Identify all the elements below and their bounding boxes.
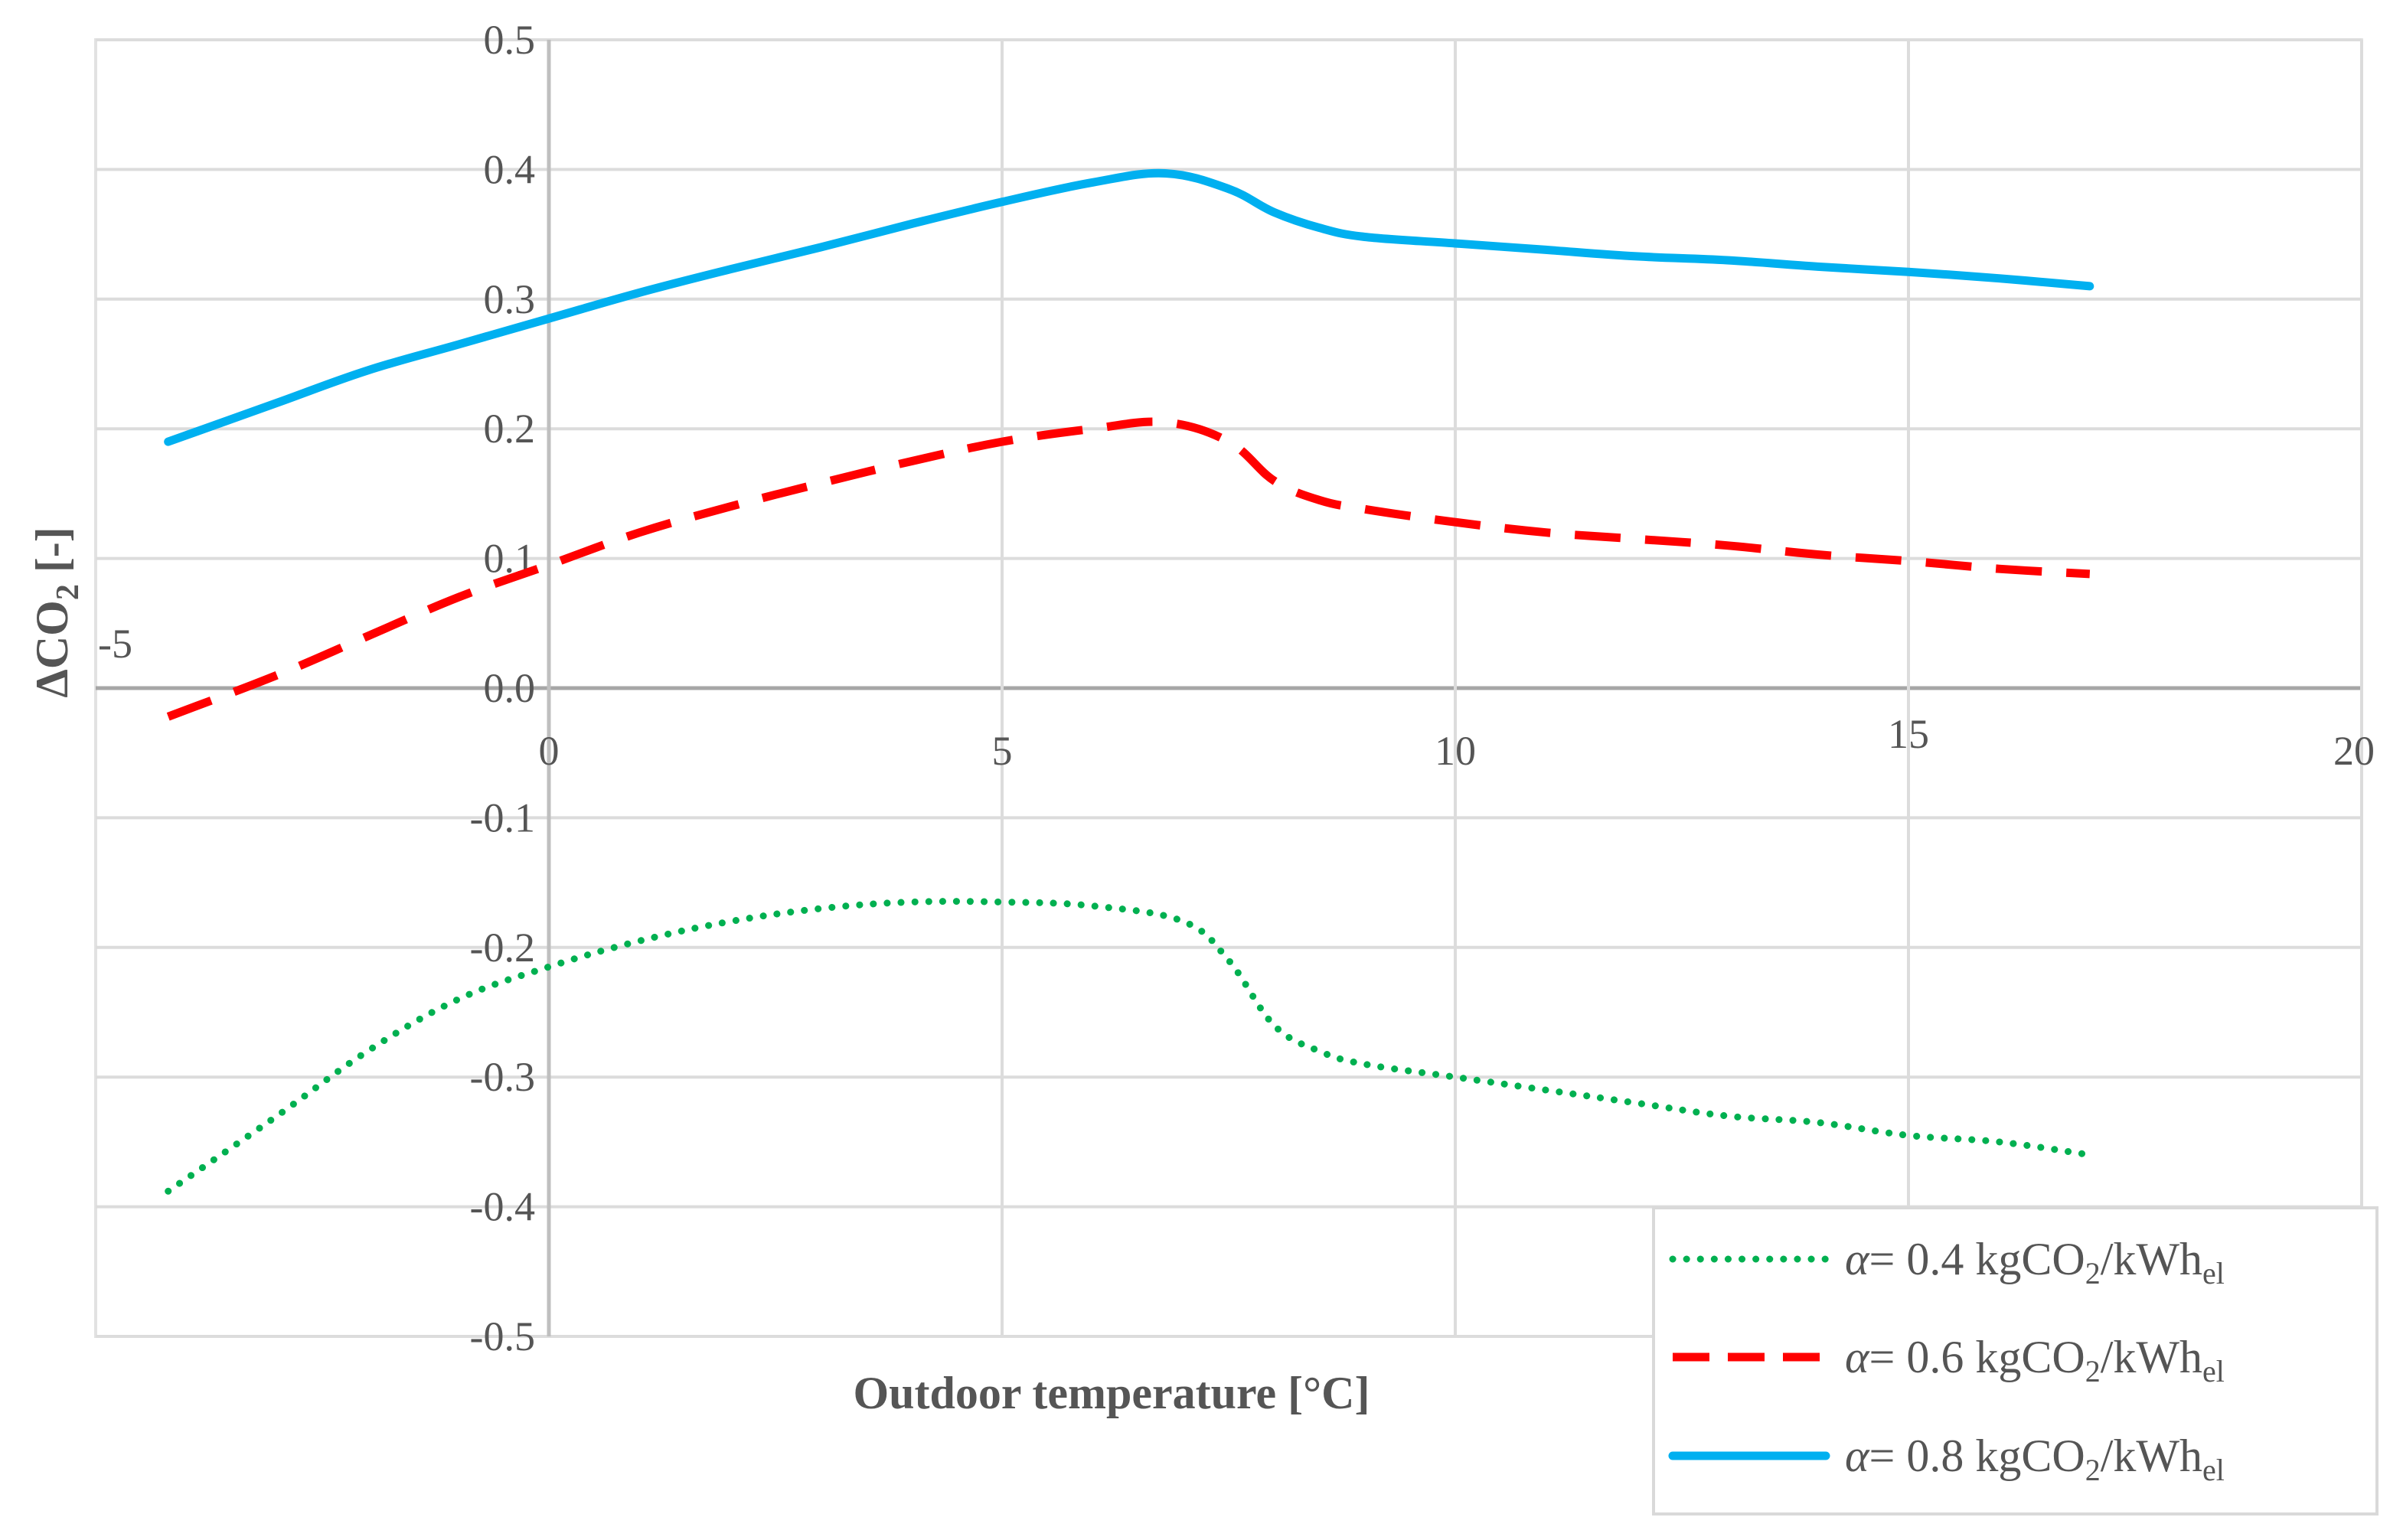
x-tick-label-0: -5 xyxy=(98,621,132,667)
y-tick-label-5: 0.0 xyxy=(484,665,536,711)
legend-unit-1: /kWh xyxy=(2101,1234,2202,1284)
x-tick-label-3: 10 xyxy=(1435,728,1476,774)
series-layer xyxy=(164,168,2094,1195)
y-tick-label-3: 0.2 xyxy=(484,406,536,452)
legend-value-2: = 0.6 kgCO xyxy=(1869,1332,2085,1382)
y-axis-title: ΔCO2 [-] xyxy=(27,527,86,698)
y-tick-label-8: -0.3 xyxy=(470,1054,535,1100)
x-tick-label-5: 20 xyxy=(2333,728,2375,774)
y-axis-title-main: ΔCO xyxy=(27,600,77,698)
y-tick-label-6: -0.1 xyxy=(470,794,535,840)
legend-unit-3: /kWh xyxy=(2101,1431,2202,1481)
legend-sub2-2: el xyxy=(2202,1354,2225,1388)
legend-alpha-1: α xyxy=(1845,1234,1870,1284)
legend-alpha-2: α xyxy=(1845,1332,1870,1382)
legend-value-1: = 0.4 kgCO xyxy=(1869,1234,2085,1284)
legend-label-series-1: α= 0.4 kgCO2/kWhel xyxy=(1845,1234,2225,1290)
y-axis-title-tail: [-] xyxy=(27,527,77,584)
y-tick-label-2: 0.3 xyxy=(484,276,536,322)
legend-box xyxy=(1652,1206,2379,1516)
legend: α= 0.4 kgCO2/kWhel α= 0.6 kgCO2/kWhel α=… xyxy=(1652,1206,2379,1516)
series-line-1 xyxy=(165,898,2094,1195)
y-tick-label-7: -0.2 xyxy=(470,925,535,971)
legend-value-3: = 0.8 kgCO xyxy=(1869,1431,2085,1481)
series-line-3 xyxy=(164,168,2094,446)
legend-sub1-3: 2 xyxy=(2085,1453,2101,1487)
legend-label-series-2: α= 0.6 kgCO2/kWhel xyxy=(1845,1332,2225,1388)
y-tick-label-1: 0.4 xyxy=(484,146,536,192)
series-line-2 xyxy=(166,417,2091,721)
x-tick-label-1: 0 xyxy=(539,728,560,774)
legend-sub1-1: 2 xyxy=(2085,1256,2101,1290)
y-tick-label-9: -0.4 xyxy=(470,1184,535,1230)
legend-alpha-3: α xyxy=(1845,1431,1870,1481)
legend-sub2-3: el xyxy=(2202,1453,2225,1487)
legend-unit-2: /kWh xyxy=(2101,1332,2202,1382)
grid-layer xyxy=(96,38,2363,1338)
legend-sub2-1: el xyxy=(2202,1256,2225,1290)
legend-label-series-3: α= 0.8 kgCO2/kWhel xyxy=(1845,1431,2225,1487)
y-axis-title-sub: 2 xyxy=(51,584,86,600)
x-tick-label-2: 5 xyxy=(992,728,1013,774)
y-tick-label-0: 0.5 xyxy=(484,17,536,63)
y-tick-label-10: -0.5 xyxy=(470,1313,535,1359)
tick-labels: 0.50.40.30.20.10.0-0.1-0.2-0.3-0.4-0.5-5… xyxy=(98,17,2375,1359)
x-tick-label-4: 15 xyxy=(1888,711,1929,757)
x-axis-title: Outdoor temperature [°C] xyxy=(854,1368,1370,1418)
legend-sub1-2: 2 xyxy=(2085,1354,2101,1388)
